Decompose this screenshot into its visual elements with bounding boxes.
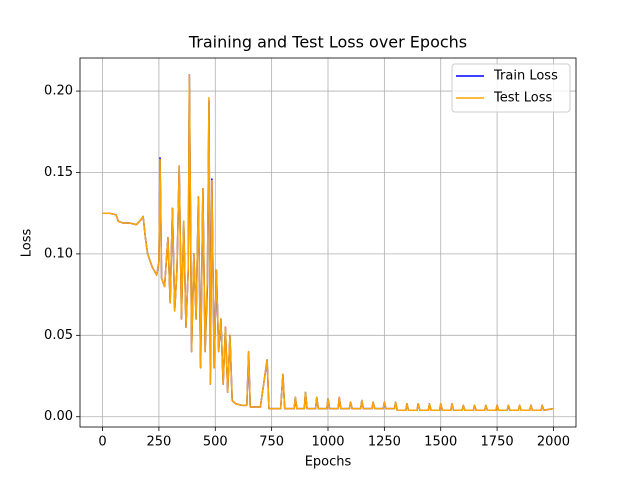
axes-frame	[79, 57, 577, 428]
x-tick-label: 2000	[537, 435, 570, 450]
x-tick-label: 1500	[424, 435, 457, 450]
chart-title: Training and Test Loss over Epochs	[188, 33, 467, 52]
y-tick-label: 0.15	[44, 165, 73, 180]
x-tick-label: 500	[203, 435, 228, 450]
x-tick-label: 1000	[311, 435, 344, 450]
x-tick-label: 250	[146, 435, 171, 450]
x-tick-label: 1250	[368, 435, 401, 450]
x-tick-label: 750	[259, 435, 284, 450]
x-tick-label: 0	[98, 435, 106, 450]
x-axis-label: Epochs	[305, 455, 352, 470]
y-axis-label: Loss	[20, 229, 35, 258]
y-tick-label: 0.10	[44, 246, 73, 261]
line-series	[102, 74, 554, 411]
x-tick-label: 1750	[481, 435, 514, 450]
y-tick-label: 0.05	[44, 328, 73, 343]
y-tick-label: 0.20	[44, 84, 73, 99]
legend-label: Train Loss	[493, 69, 558, 84]
legend-label: Test Loss	[493, 91, 552, 106]
y-tick-label: 0.00	[44, 409, 73, 424]
